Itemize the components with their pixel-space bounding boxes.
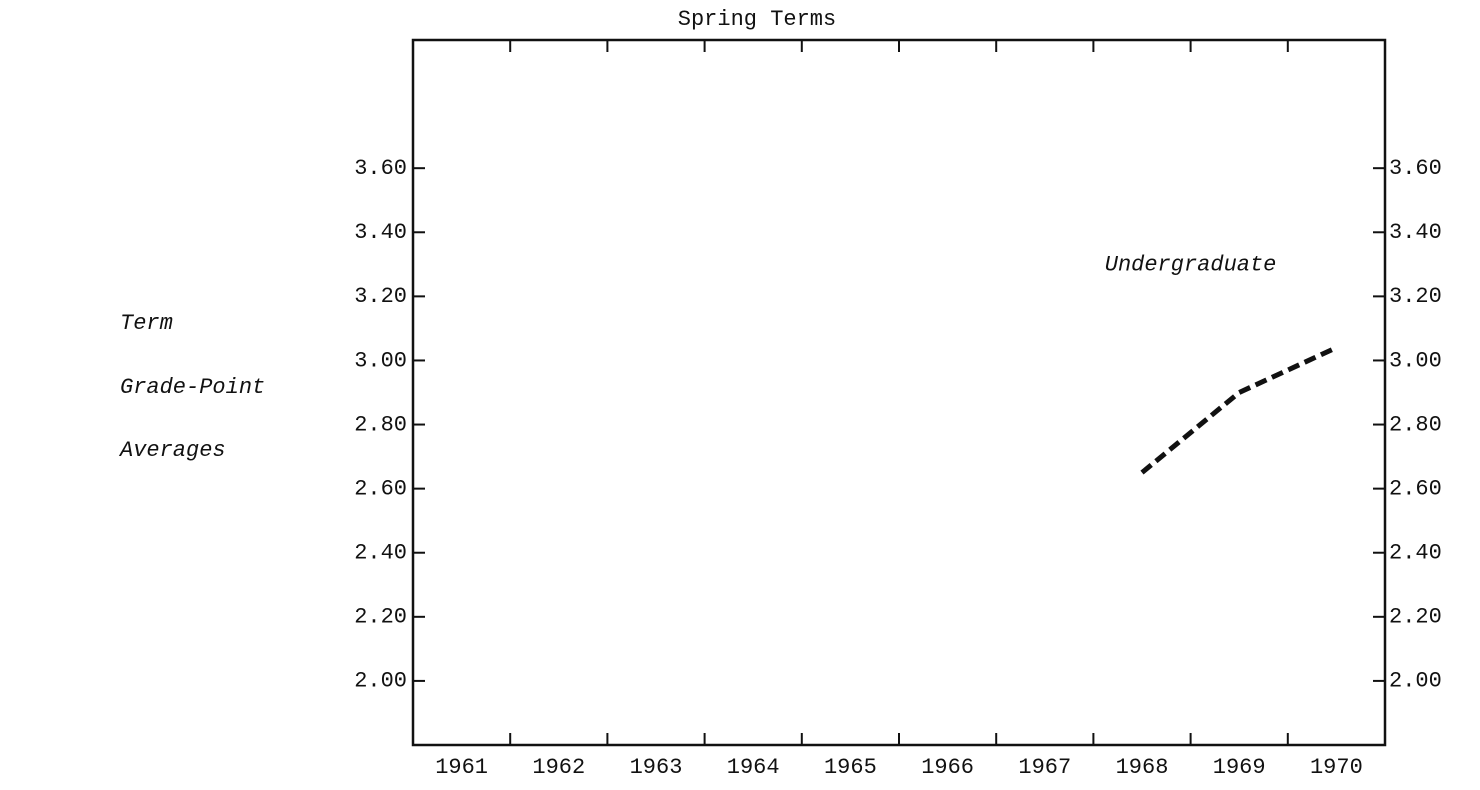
y2-tick-label: 3.40 [1389, 220, 1442, 245]
y2-tick-label: 2.00 [1389, 669, 1442, 694]
y-tick-label: 3.20 [354, 284, 407, 309]
y-axis-label: Grade-Point [120, 375, 265, 400]
y2-tick-label: 2.40 [1389, 541, 1442, 566]
x-tick-label: 1966 [921, 755, 974, 780]
x-tick-label: 1970 [1310, 755, 1363, 780]
y-tick-label: 2.00 [354, 669, 407, 694]
y2-tick-label: 3.00 [1389, 348, 1442, 373]
x-tick-label: 1964 [727, 755, 780, 780]
x-tick-label: 1967 [1018, 755, 1071, 780]
y-tick-label: 2.60 [354, 476, 407, 501]
y2-tick-label: 2.60 [1389, 476, 1442, 501]
y-axis-label: Term [120, 311, 173, 336]
y2-tick-label: 3.60 [1389, 156, 1442, 181]
y-tick-label: 2.20 [354, 605, 407, 630]
y-tick-label: 2.40 [354, 541, 407, 566]
y2-tick-label: 2.80 [1389, 412, 1442, 437]
x-tick-label: 1968 [1116, 755, 1169, 780]
y2-tick-label: 3.20 [1389, 284, 1442, 309]
x-tick-label: 1961 [435, 755, 488, 780]
y-axis-label: Averages [118, 438, 226, 463]
y-tick-label: 3.40 [354, 220, 407, 245]
plot-frame [411, 38, 1387, 747]
series-label: Undergraduate [1105, 252, 1277, 277]
x-tick-label: 1965 [824, 755, 877, 780]
y-tick-label: 2.80 [354, 412, 407, 437]
x-tick-label: 1969 [1213, 755, 1266, 780]
x-tick-label: 1962 [532, 755, 585, 780]
y-tick-label: 3.00 [354, 348, 407, 373]
x-tick-label: 1963 [630, 755, 683, 780]
chart-title: Spring Terms [678, 7, 836, 32]
y2-tick-label: 2.20 [1389, 605, 1442, 630]
y-tick-label: 3.60 [354, 156, 407, 181]
data-line [1140, 345, 1338, 475]
